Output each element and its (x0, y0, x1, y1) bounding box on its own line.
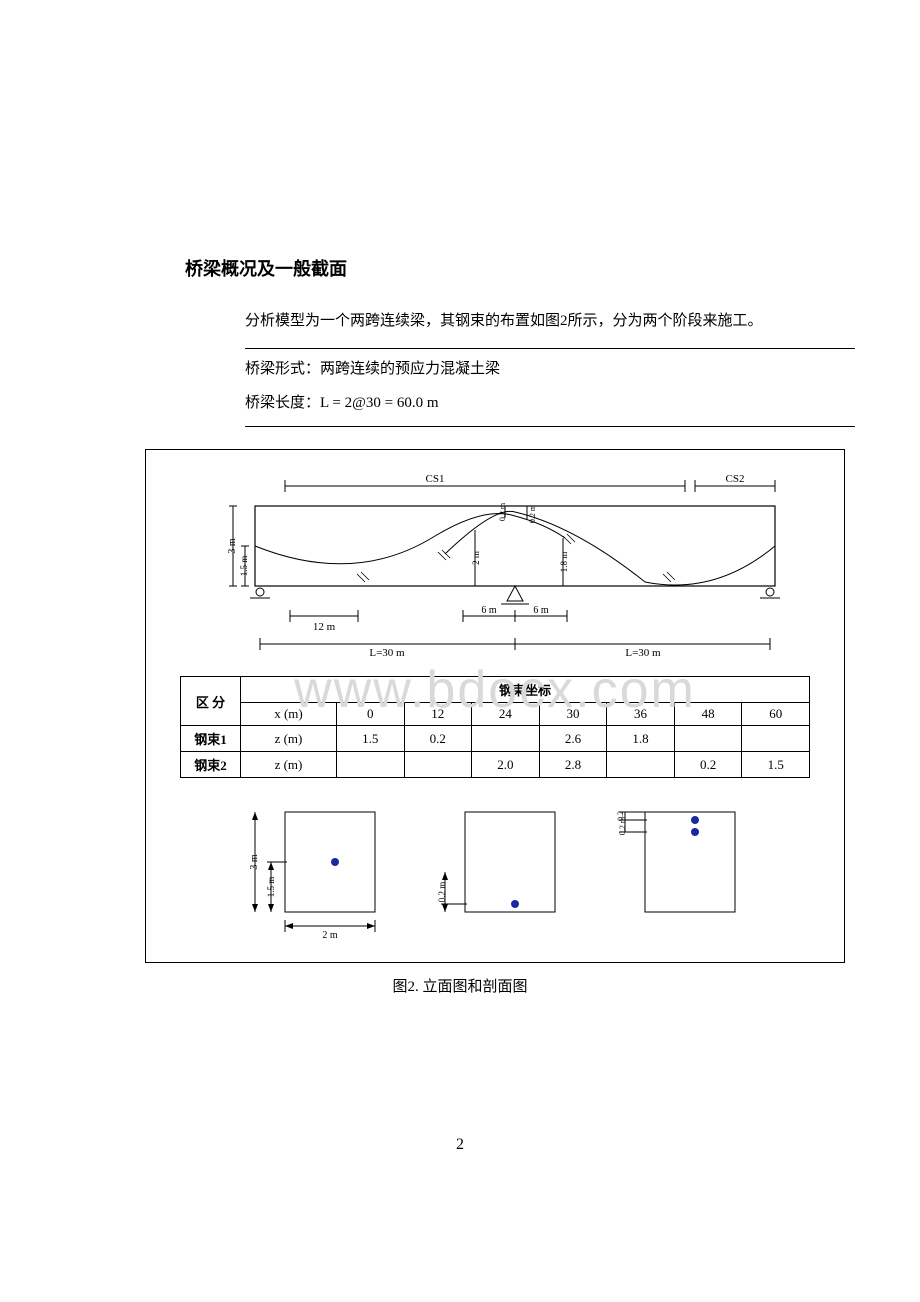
svg-text:3 m: 3 m (249, 854, 260, 870)
figure-caption: 图2. 立面图和剖面图 (75, 975, 845, 996)
spec-line-1: 桥梁形式：两跨连续的预应力混凝土梁 (245, 357, 845, 383)
svg-text:0.2 m: 0.2 m (618, 816, 627, 835)
cs1-label: CS1 (426, 473, 445, 485)
cross-sections: 3 m 1.5 m 2 m 0.2 m (195, 792, 795, 942)
svg-text:12 m: 12 m (313, 621, 336, 633)
intro-text: 分析模型为一个两跨连续梁，其钢束的布置如图2所示，分为两个阶段来施工。 (245, 309, 845, 330)
svg-text:1.5 m: 1.5 m (266, 877, 276, 898)
svg-text:1.8 m: 1.8 m (559, 552, 569, 573)
svg-text:6 m: 6 m (533, 605, 549, 616)
h-half: 1.5 m (239, 556, 249, 577)
figure-container: CS1 CS2 3 m 1.5 m (145, 449, 845, 963)
spec-line-2: 桥梁长度：L = 2@30 = 60.0 m (245, 391, 855, 428)
elevation-diagram: CS1 CS2 3 m 1.5 m (175, 466, 815, 666)
page-number: 2 (75, 1136, 845, 1154)
svg-text:2 m: 2 m (322, 930, 338, 941)
page-heading: 桥梁概况及一般截面 (185, 255, 845, 281)
svg-text:L=30 m: L=30 m (625, 647, 661, 659)
x-row: x (m) 0 12 24 30 36 48 60 (181, 703, 810, 726)
cs2-label: CS2 (726, 473, 745, 485)
table-header: 钢束坐标 (241, 677, 810, 703)
region-header: 区 分 (181, 677, 241, 726)
svg-text:0.2 m: 0.2 m (437, 882, 447, 903)
hr-top (245, 348, 855, 349)
svg-text:6 m: 6 m (481, 605, 497, 616)
row-tendon-2: 钢束2 z (m) 2.0 2.8 0.2 1.5 (181, 752, 810, 778)
svg-text:L=30 m: L=30 m (369, 647, 405, 659)
h-total: 3 m (227, 538, 238, 554)
svg-text:0.2 m: 0.2 m (498, 502, 507, 521)
tendon-coord-table: 区 分 钢束坐标 x (m) 0 12 24 30 36 48 60 钢束1 z… (180, 676, 810, 778)
svg-text:0.2 m: 0.2 m (528, 504, 537, 523)
svg-text:2 m: 2 m (471, 551, 481, 565)
row-tendon-1: 钢束1 z (m) 1.5 0.2 2.6 1.8 (181, 726, 810, 752)
